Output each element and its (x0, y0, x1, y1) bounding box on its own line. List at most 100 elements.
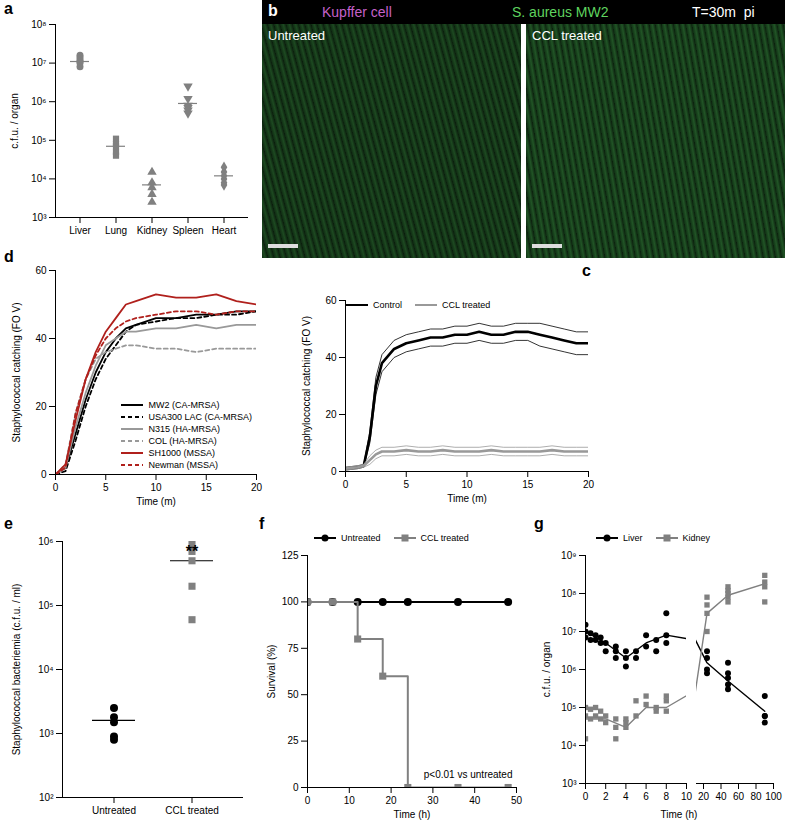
svg-text:10⁶: 10⁶ (38, 536, 53, 547)
svg-text:10: 10 (150, 482, 162, 493)
svg-text:25: 25 (287, 735, 299, 746)
html-text:b: b (268, 2, 278, 19)
svg-text:Lung: Lung (105, 225, 127, 236)
svg-text:CCL treated: CCL treated (165, 805, 219, 816)
svg-text:10⁴: 10⁴ (38, 664, 53, 675)
svg-text:0: 0 (583, 791, 589, 802)
html-text:N315 (HA-MRSA): N315 (HA-MRSA) (148, 424, 220, 434)
svg-text:80: 80 (750, 791, 762, 802)
svg-text:Staphylococcal bacteriemia (c.: Staphylococcal bacteriemia (c.f.u. / ml) (11, 584, 22, 756)
svg-text:2: 2 (603, 791, 609, 802)
html-text:Untreated: Untreated (341, 533, 381, 543)
svg-text:10³: 10³ (32, 212, 47, 223)
html-text:T=30m pi: T=30m pi (692, 4, 755, 20)
svg-text:60: 60 (325, 295, 337, 306)
svg-text:Staphylococcal catching (FO V): Staphylococcal catching (FO V) (11, 302, 22, 442)
svg-text:10⁶: 10⁶ (31, 96, 46, 107)
svg-text:40: 40 (469, 795, 481, 806)
svg-text:0: 0 (331, 466, 337, 477)
svg-text:c.f.u. / organ: c.f.u. / organ (541, 642, 552, 698)
svg-text:5: 5 (103, 482, 109, 493)
svg-text:10: 10 (344, 795, 356, 806)
svg-text:100: 100 (765, 791, 782, 802)
svg-text:Survival (%): Survival (%) (266, 645, 277, 699)
svg-text:10⁶: 10⁶ (561, 664, 576, 675)
html-text:Control: Control (373, 300, 402, 310)
svg-text:10⁵: 10⁵ (31, 135, 46, 146)
svg-text:Liver: Liver (69, 225, 91, 236)
svg-text:100: 100 (282, 596, 299, 607)
svg-text:0: 0 (305, 795, 311, 806)
svg-text:Time (h): Time (h) (394, 809, 431, 820)
svg-text:Untreated: Untreated (92, 805, 136, 816)
html-text:CCL treated: CCL treated (420, 533, 469, 543)
svg-text:Kidney: Kidney (137, 225, 168, 236)
svg-text:10⁴: 10⁴ (31, 173, 46, 184)
svg-text:4: 4 (623, 791, 629, 802)
html-text:Liver: Liver (623, 533, 643, 543)
svg-text:10⁹: 10⁹ (561, 550, 576, 561)
svg-text:10⁷: 10⁷ (32, 57, 47, 68)
html-text:CCL treated: CCL treated (442, 300, 491, 310)
svg-text:60: 60 (733, 791, 745, 802)
html-text:Newman (MSSA): Newman (MSSA) (148, 460, 218, 470)
svg-text:10⁵: 10⁵ (38, 600, 53, 611)
svg-text:8: 8 (664, 791, 670, 802)
svg-text:10³: 10³ (562, 778, 577, 789)
svg-text:10⁷: 10⁷ (562, 626, 577, 637)
html-text:c: c (582, 262, 591, 279)
svg-text:20: 20 (325, 409, 337, 420)
svg-text:50: 50 (511, 795, 523, 806)
html-text:g: g (534, 515, 544, 532)
svg-text:125: 125 (282, 550, 299, 561)
svg-text:10⁸: 10⁸ (561, 588, 576, 599)
svg-text:6: 6 (643, 791, 649, 802)
svg-text:10²: 10² (39, 792, 54, 803)
svg-text:10⁴: 10⁴ (561, 740, 576, 751)
svg-text:c.f.u. / organ: c.f.u. / organ (9, 93, 20, 149)
svg-text:10⁵: 10⁵ (561, 702, 576, 713)
svg-text:10: 10 (681, 791, 693, 802)
svg-text:p<0.01 vs untreated: p<0.01 vs untreated (424, 769, 513, 780)
html-text:d: d (4, 248, 14, 265)
svg-text:40: 40 (715, 791, 727, 802)
html-text:COL (HA-MRSA): COL (HA-MRSA) (148, 436, 217, 446)
svg-text:Spleen: Spleen (172, 225, 203, 236)
svg-text:Heart: Heart (212, 225, 237, 236)
html-text:a: a (4, 0, 13, 17)
svg-text:20: 20 (583, 479, 595, 490)
html-text:Kupffer cell: Kupffer cell (322, 4, 392, 20)
svg-text:40: 40 (325, 352, 337, 363)
html-text:SH1000 (MSSA): SH1000 (MSSA) (148, 448, 215, 458)
svg-text:0: 0 (293, 782, 299, 793)
svg-text:75: 75 (287, 643, 299, 654)
svg-text:20: 20 (386, 795, 398, 806)
svg-text:15: 15 (522, 479, 534, 490)
html-text:USA300 LAC (CA-MRSA): USA300 LAC (CA-MRSA) (148, 412, 252, 422)
html-text:MW2 (CA-MRSA): MW2 (CA-MRSA) (148, 400, 220, 410)
html-text:Kidney: Kidney (682, 533, 710, 543)
svg-text:0: 0 (53, 482, 59, 493)
html-text:S. aureus MW2: S. aureus MW2 (512, 4, 609, 20)
svg-text:10³: 10³ (39, 728, 54, 739)
svg-text:10: 10 (461, 479, 473, 490)
svg-text:15: 15 (201, 482, 213, 493)
svg-text:10⁸: 10⁸ (31, 19, 46, 30)
svg-text:60: 60 (35, 265, 47, 276)
svg-text:0: 0 (41, 469, 47, 480)
svg-text:Time (m): Time (m) (136, 496, 176, 507)
svg-text:40: 40 (35, 333, 47, 344)
svg-text:20: 20 (35, 401, 47, 412)
html-text:Untreated: Untreated (268, 28, 326, 43)
html-text:CCL treated: CCL treated (532, 28, 602, 43)
html-text:Time (h): Time (h) (660, 809, 698, 820)
svg-text:50: 50 (287, 689, 299, 700)
svg-text:20: 20 (251, 482, 263, 493)
svg-text:**: ** (186, 543, 199, 560)
svg-text:0: 0 (343, 479, 349, 490)
svg-text:Time (m): Time (m) (447, 493, 487, 504)
svg-text:20: 20 (698, 791, 710, 802)
svg-text:30: 30 (427, 795, 439, 806)
svg-text:5: 5 (403, 479, 409, 490)
svg-text:Staphylococcal catching (FO V): Staphylococcal catching (FO V) (301, 316, 312, 456)
